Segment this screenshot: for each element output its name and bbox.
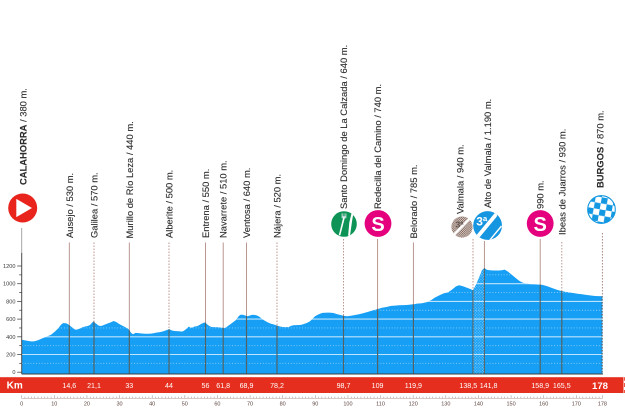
svg-text:0: 0: [12, 370, 15, 376]
svg-text:165,5: 165,5: [553, 382, 571, 390]
svg-text:50: 50: [182, 402, 188, 408]
svg-text:98,7: 98,7: [337, 382, 351, 390]
svg-text:20: 20: [84, 402, 90, 408]
svg-text:141,8: 141,8: [480, 382, 498, 390]
svg-text:1200: 1200: [3, 264, 15, 270]
svg-text:Nájera / 520 m.: Nájera / 520 m.: [271, 174, 282, 238]
svg-text:178: 178: [592, 381, 609, 392]
svg-text:130: 130: [441, 402, 450, 408]
svg-text:800: 800: [6, 299, 15, 305]
svg-text:600: 600: [6, 317, 15, 323]
svg-text:Navarrete / 510 m.: Navarrete / 510 m.: [218, 160, 229, 238]
svg-text:14,6: 14,6: [62, 382, 76, 390]
svg-text:21,1: 21,1: [87, 382, 101, 390]
svg-text:80: 80: [280, 402, 286, 408]
svg-text:3ª: 3ª: [476, 214, 488, 228]
svg-text:33: 33: [125, 382, 133, 390]
svg-text:Alto de Valmala / 1.190 m.: Alto de Valmala / 1.190 m.: [482, 99, 493, 208]
svg-text:990 m.: 990 m.: [535, 180, 546, 209]
svg-text:40: 40: [149, 402, 155, 408]
svg-text:10: 10: [51, 402, 57, 408]
svg-text:120: 120: [409, 402, 418, 408]
svg-text:S: S: [371, 214, 384, 236]
svg-text:Galilea / 570 m.: Galilea / 570 m.: [88, 172, 99, 238]
svg-text:119,9: 119,9: [405, 382, 422, 390]
svg-text:56: 56: [202, 382, 210, 390]
svg-text:Entrena / 550 m.: Entrena / 550 m.: [200, 169, 211, 238]
svg-text:Ausejo / 530 m.: Ausejo / 530 m.: [64, 173, 75, 238]
svg-text:110: 110: [376, 402, 385, 408]
svg-text:158,9: 158,9: [531, 382, 549, 390]
svg-text:Alberite / 500 m.: Alberite / 500 m.: [163, 170, 174, 238]
svg-text:Santo Domingo de La Calzada /: Santo Domingo de La Calzada / 640 m.: [338, 45, 349, 209]
svg-text:100: 100: [343, 402, 352, 408]
svg-text:44: 44: [165, 382, 173, 390]
svg-text:200: 200: [6, 353, 15, 359]
svg-text:Km: Km: [7, 381, 23, 392]
svg-text:CALAHORRA / 380 m.: CALAHORRA / 380 m.: [17, 88, 28, 185]
svg-text:60: 60: [214, 402, 220, 408]
svg-text:S: S: [534, 214, 547, 236]
svg-text:3ª: 3ª: [456, 220, 465, 230]
svg-text:90: 90: [312, 402, 318, 408]
svg-text:170: 170: [572, 402, 581, 408]
svg-text:400: 400: [6, 335, 15, 341]
svg-text:30: 30: [117, 402, 123, 408]
svg-text:Murillo de Río Leza / 440 m.: Murillo de Río Leza / 440 m.: [124, 121, 135, 238]
svg-text:78,2: 78,2: [270, 382, 284, 390]
svg-text:61,8: 61,8: [216, 382, 230, 390]
svg-text:Ibeas de Juarros / 930 m.: Ibeas de Juarros / 930 m.: [556, 129, 567, 235]
svg-text:Valmala / 940 m.: Valmala / 940 m.: [454, 144, 465, 214]
svg-text:Ventosa / 640 m.: Ventosa / 640 m.: [241, 168, 252, 238]
svg-text:160: 160: [539, 402, 548, 408]
svg-text:150: 150: [506, 402, 515, 408]
svg-text:140: 140: [474, 402, 483, 408]
svg-text:BURGOS / 870 m.: BURGOS / 870 m.: [595, 110, 606, 188]
svg-text:68,9: 68,9: [240, 382, 254, 390]
svg-text:1000: 1000: [3, 282, 15, 288]
svg-text:0: 0: [20, 402, 23, 408]
svg-text:178: 178: [598, 402, 607, 408]
svg-text:Belorado / 785 m.: Belorado / 785 m.: [408, 164, 419, 238]
svg-text:70: 70: [247, 402, 253, 408]
svg-text:Redecilla del Camino / 740 m.: Redecilla del Camino / 740 m.: [372, 84, 383, 209]
svg-text:138,5: 138,5: [459, 382, 477, 390]
svg-text:109: 109: [372, 382, 384, 390]
